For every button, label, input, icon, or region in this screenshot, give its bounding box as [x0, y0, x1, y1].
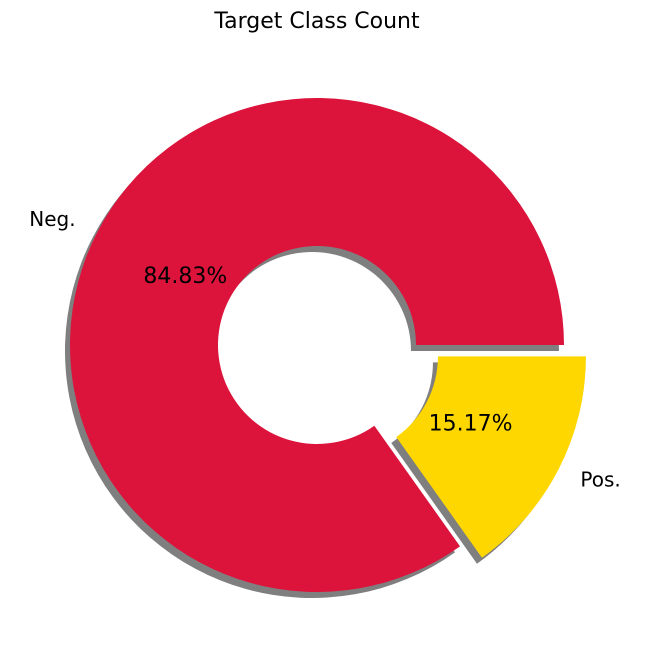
chart-title: Target Class Count [213, 9, 420, 34]
value-label-pos: 15.17% [429, 411, 513, 436]
slice-pos [396, 356, 586, 558]
slice-labels: Neg. 84.83% Pos. 15.17% [29, 207, 620, 492]
slice-neg [70, 98, 564, 593]
value-label-neg: 84.83% [143, 264, 227, 289]
category-label-pos: Pos. [580, 467, 620, 491]
category-label-neg: Neg. [29, 207, 75, 231]
slices [70, 98, 586, 593]
